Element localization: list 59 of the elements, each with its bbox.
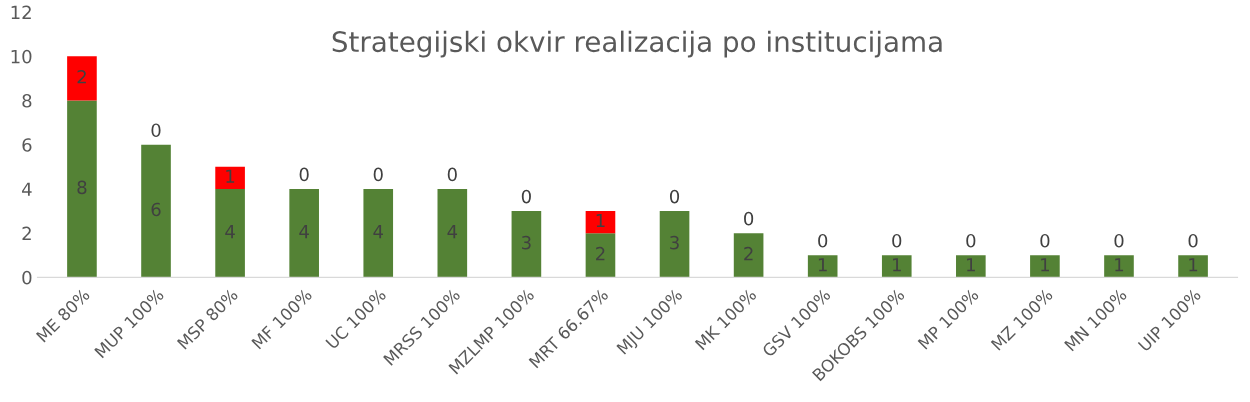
bar: [1104, 255, 1134, 278]
data-label: 2: [744, 246, 753, 261]
data-label: 0: [521, 189, 531, 204]
data-label: 3: [522, 235, 531, 250]
y-tick-label: 4: [22, 182, 32, 196]
data-label: 1: [1189, 258, 1198, 272]
data-label: 1: [818, 258, 827, 272]
bar: [67, 100, 97, 278]
data-label: 1: [226, 169, 235, 183]
y-tick-label: 10: [11, 49, 32, 64]
bar: [215, 188, 245, 278]
y-tick-label: 8: [22, 93, 32, 108]
bar: [956, 255, 986, 278]
bar: [1178, 255, 1208, 278]
data-label: 0: [151, 123, 161, 138]
data-label: 0: [669, 189, 680, 204]
data-label: 0: [447, 167, 457, 182]
data-label: 0: [1114, 233, 1124, 248]
bar: [585, 233, 616, 278]
text: Strategijski okvir realizacija po institucijama: [332, 30, 942, 58]
data-label: 6: [151, 202, 161, 217]
data-label: 0: [818, 233, 828, 248]
data-label: 3: [670, 235, 679, 250]
y-tick-label: 2: [22, 226, 31, 241]
bar: [881, 255, 912, 278]
data-label: 0: [1188, 233, 1198, 248]
data-label: 8: [77, 180, 87, 195]
data-label: 0: [373, 167, 383, 182]
data-label: 4: [373, 224, 383, 239]
bar: [585, 211, 616, 234]
bar: [1030, 255, 1060, 278]
data-label: 0: [299, 167, 309, 182]
bar: [437, 188, 468, 278]
data-label: 1: [1041, 258, 1049, 272]
y-tick-label: 6: [22, 138, 32, 152]
y-tick-label: 12: [11, 5, 31, 19]
data-label: 1: [893, 258, 901, 272]
bar: [215, 166, 245, 189]
bar: [67, 56, 97, 101]
bar: [659, 211, 690, 278]
data-label: 0: [892, 233, 902, 248]
data-label: 0: [1040, 233, 1050, 248]
bar: [363, 188, 394, 278]
data-label: 1: [596, 213, 605, 228]
data-label: 0: [744, 211, 754, 226]
y-tick-label: 0: [22, 270, 32, 285]
data-label: 2: [596, 246, 605, 261]
bar: [289, 188, 319, 278]
data-label: 2: [77, 69, 86, 84]
bar: [733, 233, 764, 278]
data-label: 0: [966, 233, 976, 248]
bar: [807, 255, 838, 278]
data-label: 1: [1115, 258, 1124, 272]
data-label: 4: [447, 224, 458, 239]
bar: [141, 144, 171, 278]
bar: [511, 211, 542, 278]
data-label: 4: [299, 224, 309, 239]
data-label: 4: [225, 224, 235, 239]
data-label: 1: [967, 258, 975, 272]
